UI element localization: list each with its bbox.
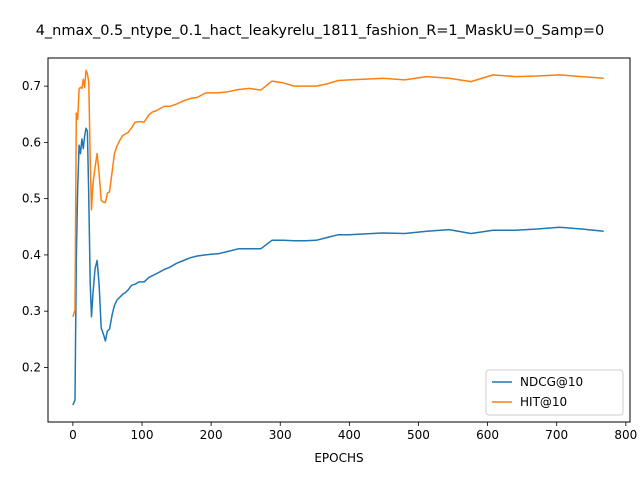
y-tick-label-4: 0.6 <box>22 135 41 149</box>
y-tick-label-0: 0.2 <box>22 360 41 374</box>
x-tick-label-2: 200 <box>200 428 223 442</box>
series-line-1 <box>72 69 604 318</box>
x-tick-label-4: 400 <box>338 428 361 442</box>
x-tick-label-1: 100 <box>131 428 154 442</box>
legend: NDCG@10 HIT@10 <box>485 369 624 416</box>
x-tick-label-6: 600 <box>476 428 499 442</box>
legend-box <box>485 369 624 416</box>
y-axis: 0.2 0.3 0.4 0.5 0.6 0.7 <box>22 79 48 374</box>
y-tick-label-2: 0.4 <box>22 248 41 262</box>
x-tick-label-8: 800 <box>614 428 637 442</box>
y-tick-label-5: 0.7 <box>22 79 41 93</box>
legend-label-1: HIT@10 <box>520 395 567 409</box>
x-tick-label-5: 500 <box>407 428 430 442</box>
x-tick-label-3: 300 <box>269 428 292 442</box>
x-tick-label-0: 0 <box>69 428 77 442</box>
legend-label-0: NDCG@10 <box>520 375 583 389</box>
plot-area <box>72 69 604 406</box>
plot-frame <box>47 57 631 423</box>
x-axis: 0 100 200 300 400 500 600 700 800 <box>69 422 637 442</box>
y-tick-label-1: 0.3 <box>22 304 41 318</box>
chart-title: 4_nmax_0.5_ntype_0.1_hact_leakyrelu_1811… <box>36 23 605 39</box>
x-tick-label-7: 700 <box>545 428 568 442</box>
series-line-0 <box>72 127 604 406</box>
y-tick-label-3: 0.5 <box>22 192 41 206</box>
x-axis-label: EPOCHS <box>314 451 363 465</box>
